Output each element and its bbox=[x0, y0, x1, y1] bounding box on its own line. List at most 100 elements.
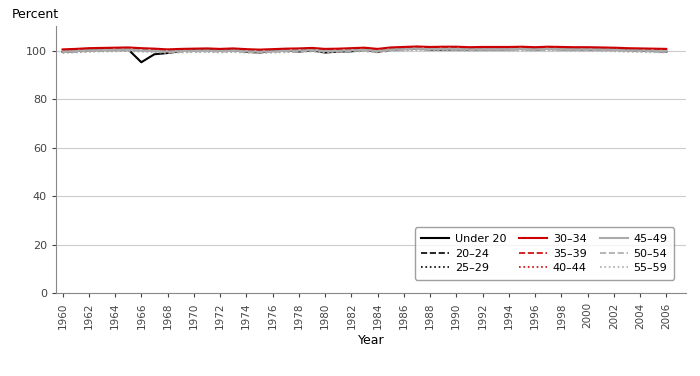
40–44 bbox=[452, 46, 461, 50]
30–34 bbox=[137, 46, 146, 50]
50–54 bbox=[413, 47, 421, 52]
30–34 bbox=[334, 46, 342, 51]
20–24 bbox=[426, 47, 434, 51]
25–29 bbox=[295, 49, 303, 53]
20–24 bbox=[295, 48, 303, 52]
30–34 bbox=[649, 46, 657, 51]
Line: 50–54: 50–54 bbox=[62, 49, 666, 53]
Under 20 bbox=[176, 49, 185, 53]
50–54 bbox=[518, 47, 526, 52]
55–59 bbox=[98, 49, 106, 54]
45–49 bbox=[439, 47, 447, 51]
20–24 bbox=[478, 47, 486, 51]
Under 20 bbox=[347, 49, 356, 53]
20–24 bbox=[176, 49, 185, 53]
30–34 bbox=[85, 46, 93, 50]
50–54 bbox=[229, 49, 237, 53]
55–59 bbox=[570, 49, 579, 53]
35–39 bbox=[321, 47, 329, 52]
Under 20 bbox=[190, 48, 198, 52]
40–44 bbox=[636, 48, 644, 52]
55–59 bbox=[163, 51, 172, 55]
25–29 bbox=[623, 49, 631, 53]
35–39 bbox=[583, 45, 592, 50]
25–29 bbox=[308, 48, 316, 52]
Line: 45–49: 45–49 bbox=[62, 49, 666, 52]
Under 20 bbox=[491, 47, 500, 52]
50–54 bbox=[242, 50, 251, 54]
20–24 bbox=[583, 47, 592, 52]
45–49 bbox=[176, 49, 185, 53]
30–34 bbox=[295, 46, 303, 51]
35–39 bbox=[570, 45, 579, 50]
45–49 bbox=[636, 49, 644, 53]
45–49 bbox=[334, 49, 342, 53]
25–29 bbox=[98, 49, 106, 53]
45–49 bbox=[623, 48, 631, 53]
55–59 bbox=[308, 49, 316, 54]
40–44 bbox=[256, 49, 264, 53]
40–44 bbox=[518, 46, 526, 50]
Under 20 bbox=[321, 50, 329, 55]
Under 20 bbox=[649, 49, 657, 53]
35–39 bbox=[229, 47, 237, 52]
35–39 bbox=[386, 46, 395, 50]
45–49 bbox=[71, 49, 80, 53]
25–29 bbox=[150, 49, 159, 53]
45–49 bbox=[58, 49, 66, 54]
45–49 bbox=[583, 47, 592, 52]
Under 20 bbox=[505, 47, 513, 52]
50–54 bbox=[124, 48, 132, 53]
25–29 bbox=[137, 49, 146, 53]
20–24 bbox=[137, 48, 146, 52]
50–54 bbox=[386, 48, 395, 53]
40–44 bbox=[360, 47, 369, 52]
50–54 bbox=[256, 50, 264, 55]
50–54 bbox=[596, 48, 605, 53]
55–59 bbox=[439, 48, 447, 53]
35–39 bbox=[662, 47, 671, 52]
30–34 bbox=[623, 46, 631, 50]
50–54 bbox=[334, 49, 342, 54]
Under 20 bbox=[570, 47, 579, 52]
55–59 bbox=[491, 49, 500, 53]
25–29 bbox=[557, 47, 566, 52]
20–24 bbox=[334, 49, 342, 53]
55–59 bbox=[386, 49, 395, 53]
35–39 bbox=[242, 48, 251, 52]
25–29 bbox=[386, 48, 395, 52]
50–54 bbox=[531, 48, 539, 52]
35–39 bbox=[347, 47, 356, 51]
20–24 bbox=[347, 48, 356, 52]
25–29 bbox=[413, 47, 421, 51]
40–44 bbox=[439, 46, 447, 50]
55–59 bbox=[321, 50, 329, 55]
45–49 bbox=[308, 48, 316, 52]
25–29 bbox=[649, 49, 657, 53]
55–59 bbox=[544, 48, 552, 53]
50–54 bbox=[662, 50, 671, 54]
20–24 bbox=[413, 46, 421, 51]
40–44 bbox=[610, 47, 618, 52]
45–49 bbox=[373, 49, 382, 53]
30–34 bbox=[466, 45, 474, 50]
45–49 bbox=[596, 47, 605, 52]
Under 20 bbox=[334, 49, 342, 54]
35–39 bbox=[98, 46, 106, 51]
50–54 bbox=[649, 49, 657, 54]
20–24 bbox=[649, 49, 657, 53]
40–44 bbox=[111, 47, 119, 52]
45–49 bbox=[150, 49, 159, 53]
50–54 bbox=[439, 47, 447, 52]
20–24 bbox=[596, 47, 605, 52]
20–24 bbox=[124, 48, 132, 52]
40–44 bbox=[268, 49, 277, 53]
50–54 bbox=[452, 47, 461, 52]
55–59 bbox=[203, 50, 211, 54]
25–29 bbox=[190, 49, 198, 53]
35–39 bbox=[505, 45, 513, 50]
20–24 bbox=[505, 47, 513, 51]
Under 20 bbox=[85, 48, 93, 52]
30–34 bbox=[518, 44, 526, 49]
35–39 bbox=[216, 47, 224, 52]
